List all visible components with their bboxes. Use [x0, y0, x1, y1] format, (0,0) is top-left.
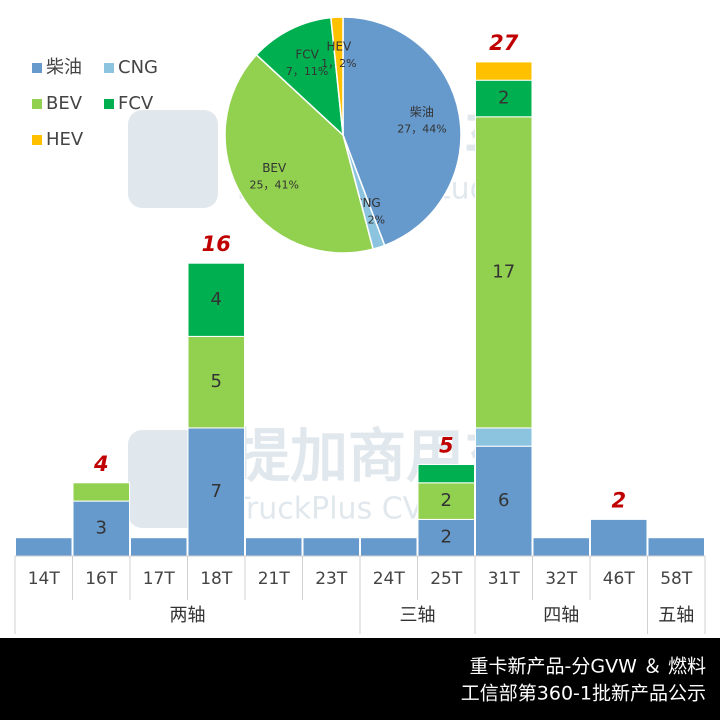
x-tick-label: 16T	[85, 569, 118, 589]
total-label: 4	[93, 452, 109, 476]
pie-category-label: HEV	[326, 39, 352, 53]
legend-swatch	[104, 63, 114, 73]
bar-segment	[590, 518, 648, 557]
bar-segment	[475, 79, 533, 118]
data-label: 17	[492, 261, 515, 282]
pie-slice	[224, 53, 374, 254]
total-label: 27	[489, 31, 519, 55]
bar-segment	[187, 262, 245, 337]
legend-label: HEV	[46, 129, 84, 150]
bar-segment	[647, 537, 705, 557]
data-label: 3	[96, 518, 107, 539]
pie-category-label: FCV	[295, 48, 319, 62]
x-tick-label: 23T	[315, 569, 348, 589]
x-tick-label: 24T	[373, 569, 406, 589]
data-label: 2	[498, 88, 509, 109]
legend-swatch	[32, 135, 42, 145]
group-label: 五轴	[658, 605, 694, 626]
bar-segment	[72, 482, 130, 502]
pie-value-label: 1，2%	[321, 57, 356, 70]
data-label: 5	[211, 371, 222, 392]
x-tick-label: 58T	[660, 569, 693, 589]
pie-value-label: 7，11%	[286, 65, 328, 78]
legend-swatch	[32, 63, 42, 73]
bar-segment	[417, 464, 475, 484]
x-tick-label: 46T	[603, 569, 636, 589]
bar-segment	[475, 445, 533, 557]
bar-segment	[417, 518, 475, 557]
x-tick-label: 17T	[143, 569, 176, 589]
legend-label: BEV	[46, 93, 83, 114]
bar-segment	[187, 427, 245, 557]
x-tick-label: 25T	[430, 569, 463, 589]
watermark-logo	[128, 110, 218, 208]
pie-slice	[255, 16, 344, 137]
pie-value-label: 27，44%	[397, 123, 446, 136]
legend-swatch	[32, 99, 42, 109]
x-tick-label: 18T	[200, 569, 233, 589]
legend-swatch	[104, 99, 114, 109]
bar-segment	[417, 482, 475, 520]
x-tick-label: 14T	[28, 569, 61, 589]
bar-segment	[360, 537, 418, 557]
group-label: 四轴	[543, 605, 579, 626]
footer-band	[0, 638, 720, 720]
data-label: 2	[441, 527, 452, 548]
legend-label: FCV	[118, 93, 154, 114]
data-label: 7	[211, 481, 222, 502]
total-label: 5	[439, 434, 454, 458]
x-tick-label: 21T	[258, 569, 291, 589]
bar-segment	[475, 61, 533, 81]
bar-segment	[302, 537, 360, 557]
bar-segment	[475, 116, 533, 429]
bar-segment	[532, 537, 590, 557]
pie-category-label: 柴油	[410, 105, 434, 119]
bar-segment	[130, 537, 188, 557]
legend-label: 柴油	[46, 57, 82, 78]
data-label: 4	[211, 289, 222, 310]
group-label: 三轴	[400, 605, 436, 626]
pie-value-label: 25，41%	[249, 178, 298, 191]
x-tick-label: 31T	[488, 569, 521, 589]
pie-category-label: BEV	[262, 161, 287, 175]
legend-label: CNG	[118, 57, 158, 78]
pie-slice	[342, 16, 462, 247]
data-label: 6	[498, 490, 509, 511]
pie-slice	[330, 16, 344, 136]
group-label: 两轴	[170, 605, 206, 626]
total-label: 2	[611, 488, 626, 512]
footer-subtitle: 工信部第360-1批新产品公示	[461, 683, 706, 705]
bar-segment	[475, 427, 533, 447]
bar-segment	[15, 537, 73, 557]
x-tick-label: 32T	[545, 569, 578, 589]
total-label: 16	[202, 232, 231, 256]
bar-segment	[187, 335, 245, 429]
data-label: 2	[441, 490, 452, 511]
footer-title: 重卡新产品-分GVW ＆ 燃料	[470, 656, 706, 678]
bar-segment	[245, 537, 303, 557]
